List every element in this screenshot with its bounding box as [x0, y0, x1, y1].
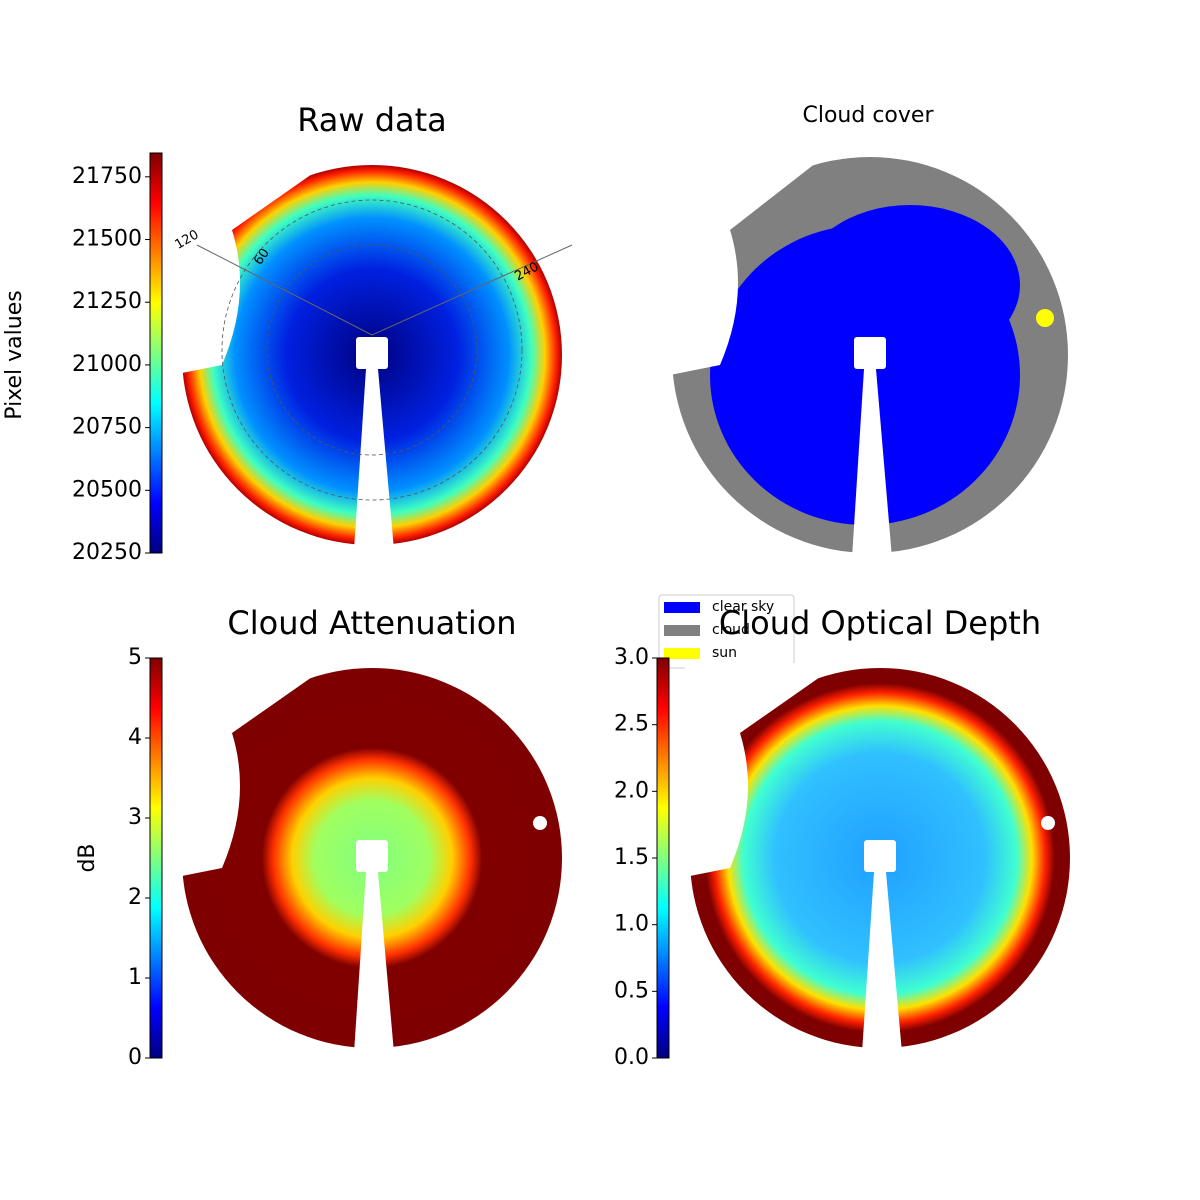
- colorbar-tick-label: 21750: [72, 164, 142, 189]
- colorbar-tick-label: 21500: [72, 227, 142, 252]
- panel: Cloud Optical Depth 0.0 0.5 1.0 1.5 2.0 2.5 3.0: [614, 604, 1070, 1070]
- colorbar-tick-label: 0.5: [614, 978, 649, 1003]
- sun-mask: [533, 816, 547, 830]
- colorbar-tick-label: 21250: [72, 289, 142, 314]
- legend-swatch: [664, 625, 700, 636]
- sun-mask: [1041, 816, 1055, 830]
- colorbar-label: dB: [75, 843, 100, 872]
- polar-line: [371, 244, 573, 336]
- mask-notch: [172, 663, 332, 878]
- colorbar-tick-label: 0.0: [614, 1045, 649, 1070]
- polar-ring: [221, 199, 523, 501]
- panel-title: Cloud Attenuation: [227, 604, 516, 642]
- camera-arm: [354, 369, 394, 550]
- camera-arm: [354, 872, 394, 1053]
- panel-title: Cloud cover: [803, 103, 935, 128]
- mask-notch: [667, 152, 830, 375]
- panel-title: Cloud Optical Depth: [719, 604, 1041, 642]
- colorbar-tick-label: 3.0: [614, 645, 649, 670]
- colorbar-tick-label: 1.0: [614, 912, 649, 937]
- camera-head: [854, 337, 886, 369]
- mask-notch: [680, 663, 840, 878]
- camera-head: [356, 337, 388, 369]
- panel-title: Raw data: [297, 101, 447, 139]
- legend-label: sun: [712, 645, 737, 661]
- colorbar-tick-label: 2.0: [614, 778, 649, 803]
- camera-arm: [852, 369, 892, 558]
- colorbar: [656, 657, 670, 1059]
- mask-notch: [172, 160, 332, 375]
- polar-ring: [266, 244, 478, 456]
- colorbar-tick-label: 1.5: [614, 845, 649, 870]
- colorbar-label: Pixel values: [2, 290, 27, 419]
- colorbar-tick-label: 2.5: [614, 712, 649, 737]
- sun-marker: [1036, 309, 1054, 327]
- colorbar-tick-label: 21000: [72, 352, 142, 377]
- colorbar-tick-label: 20250: [72, 540, 142, 565]
- camera-head: [864, 840, 896, 872]
- legend-swatch: [664, 648, 700, 659]
- colorbar: [149, 152, 163, 554]
- clear-sky-region: [800, 205, 1020, 365]
- legend-label: cloud: [712, 622, 750, 638]
- colorbar-tick-label: 20500: [72, 477, 142, 502]
- polar-line: [196, 244, 373, 336]
- colorbar-tick-label: 20750: [72, 415, 142, 440]
- colorbar-tick-label: 5: [128, 645, 142, 670]
- panel: Cloud cover clear sky cloud sun: [658, 103, 1068, 669]
- camera-head: [356, 840, 388, 872]
- colorbar-tick-label: 4: [128, 725, 142, 750]
- colorbar-tick-label: 3: [128, 805, 142, 830]
- legend-label: clear sky: [712, 599, 774, 615]
- colorbar: [149, 657, 163, 1059]
- panel: Cloud Attenuation 0 1 2 3 4 5 dB: [75, 604, 562, 1070]
- colorbar-tick-label: 2: [128, 885, 142, 910]
- colorbar-tick-label: 0: [128, 1045, 142, 1070]
- legend-swatch: [664, 602, 700, 613]
- camera-arm: [862, 872, 902, 1053]
- colorbar-tick-label: 1: [128, 965, 142, 990]
